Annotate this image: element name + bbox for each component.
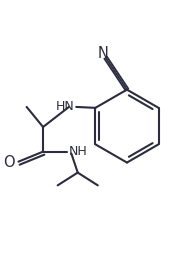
Text: HN: HN	[56, 100, 74, 114]
Text: O: O	[3, 155, 15, 170]
Text: N: N	[97, 46, 108, 61]
Text: NH: NH	[69, 145, 87, 158]
